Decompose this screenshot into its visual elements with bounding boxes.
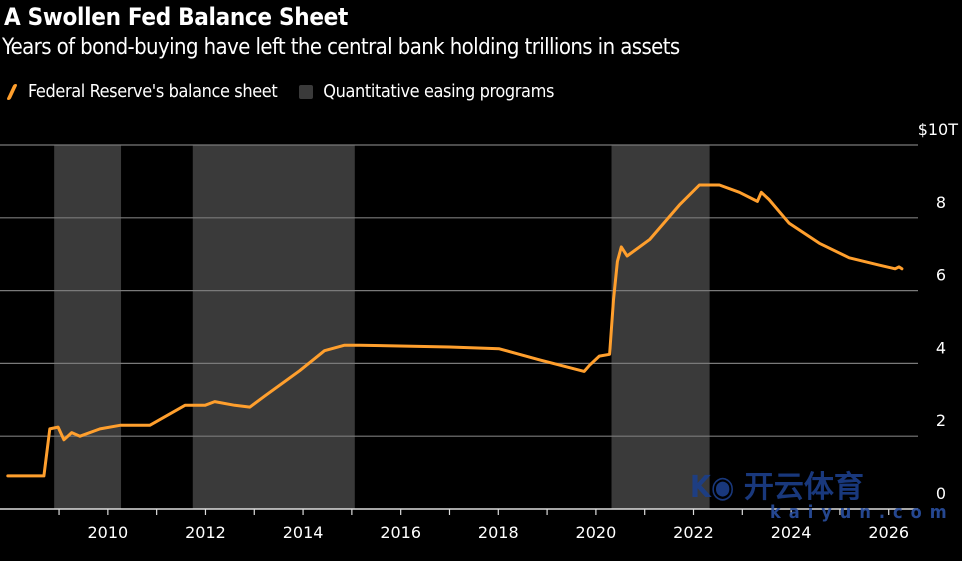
chart-title: A Swollen Fed Balance Sheet	[4, 3, 349, 31]
legend-label-balance-sheet: Federal Reserve's balance sheet	[28, 81, 278, 102]
x-tick-label: 2012	[185, 523, 226, 542]
x-tick-label: 2026	[868, 523, 909, 542]
x-tick-label: 2016	[380, 523, 421, 542]
x-tick-label: 2018	[478, 523, 519, 542]
y-tick-label: 6	[936, 266, 946, 285]
y-tick-label: 4	[936, 338, 946, 357]
qe-period-band	[54, 145, 122, 509]
qe-period-band	[192, 145, 355, 509]
legend-box-swatch	[299, 84, 314, 99]
x-tick-label: 2020	[576, 523, 617, 542]
chart-subtitle: Years of bond-buying have left the centr…	[2, 35, 680, 60]
y-tick-label: 8	[936, 193, 946, 212]
balance-sheet-line	[6, 183, 904, 478]
qe-period-band	[611, 145, 710, 509]
y-tick-label: $10T	[918, 120, 959, 139]
y-tick-label: 0	[936, 484, 946, 503]
x-tick-label: 2014	[283, 523, 324, 542]
x-tick-label: 2024	[771, 523, 812, 542]
x-tick-label: 2022	[673, 523, 714, 542]
x-tick-label: 2010	[87, 523, 128, 542]
legend-label-qe: Quantitative easing programs	[323, 81, 554, 102]
legend: Federal Reserve's balance sheet Quantita…	[4, 81, 554, 102]
y-tick-label: 2	[936, 411, 946, 430]
